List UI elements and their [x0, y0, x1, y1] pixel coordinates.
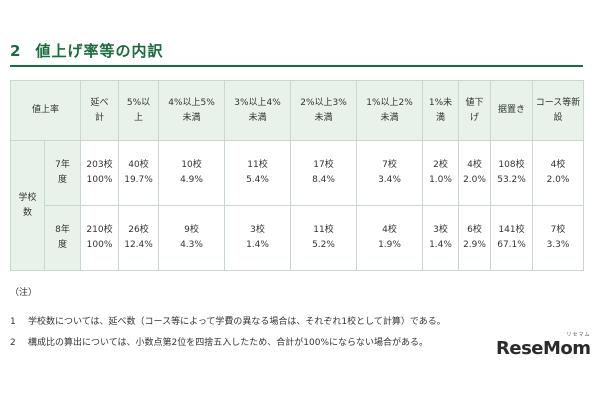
note-item: 2 構成比の算出については、小数点第2位を四捨五入したため、合計が100%にならな… [10, 338, 429, 348]
table-cell: 4校 2.0% [532, 140, 585, 206]
row-group-label: 学校数 [10, 140, 45, 271]
section-title: 値上げ率等の内訳 [35, 42, 164, 60]
logo-kana: リセマム [566, 332, 591, 338]
header-3-4pct: 3%以上4% 未満 [224, 80, 292, 141]
table-cell: 108校 53.2% [490, 140, 534, 206]
table-cell: 26校 12.4% [118, 205, 160, 271]
table-cell: 210校 100% [80, 205, 120, 271]
header-corner: 値上率 [9, 80, 82, 141]
table-cell: 6校 2.9% [458, 205, 492, 271]
table-cell: 9校 4.3% [158, 205, 226, 271]
note-item: 1 学校数については、延べ数（コース等によって学費の異なる場合は、それぞれ1校とし… [10, 317, 446, 327]
rate-breakdown-table: 値上率 延べ計 5%以上 4%以上5% 未満 3%以上4% 未満 2%以上3% 未満 … [9, 80, 585, 271]
heading-rule [10, 65, 583, 67]
section-number: 2 [10, 42, 22, 60]
table-row: 学校数 7年度 203校 100% 40校 19.7% 10校 4.9% 11校 5.4… [10, 140, 585, 271]
year-label: 7年度 [43, 140, 82, 206]
section-heading: 2 値上げ率等の内訳 [10, 40, 163, 61]
table-cell: 40校 19.7% [118, 140, 160, 206]
table-cell: 17校 8.4% [290, 140, 358, 206]
table-cell: 4校 2.0% [458, 140, 492, 206]
logo-text: ReseMom [496, 338, 591, 359]
notes-title: （注） [10, 288, 38, 298]
table-cell: 7校 3.3% [532, 205, 585, 271]
table-row: 8年度 210校 100% 26校 12.4% 9校 4.3% 3校 1.4% 11校 5… [11, 205, 585, 271]
notes: （注） 1 学校数については、延べ数（コース等によって学費の異なる場合は、それぞれ… [10, 285, 446, 356]
header-decrease: 値下げ [458, 80, 492, 141]
header-4-5pct: 4%以上5% 未満 [158, 80, 226, 141]
table-cell: 10校 4.9% [158, 140, 226, 206]
table-cell: 11校 5.2% [290, 205, 358, 271]
header-row: 値上率 延べ計 5%以上 4%以上5% 未満 3%以上4% 未満 2%以上3% 未満 … [9, 80, 585, 141]
header-5pct-plus: 5%以上 [118, 80, 160, 141]
header-under-1pct: 1%未満 [422, 80, 460, 141]
table-cell: 2校 1.0% [422, 140, 460, 206]
header-2-3pct: 2%以上3% 未満 [290, 80, 358, 141]
header-total: 延べ計 [80, 80, 120, 141]
table-cell: 3校 1.4% [422, 205, 460, 271]
resemom-logo: リセマム ReseMom [496, 332, 591, 359]
table-cell: 4校 1.9% [356, 205, 424, 271]
header-new-course: コース等新設 [532, 80, 585, 141]
header-unchanged: 据置き [490, 80, 534, 141]
table-cell: 141校 67.1% [490, 205, 534, 271]
table-cell: 203校 100% [80, 140, 120, 206]
header-1-2pct: 1%以上2% 未満 [356, 80, 424, 141]
table-cell: 11校 5.4% [224, 140, 292, 206]
table-cell: 3校 1.4% [224, 205, 292, 271]
table-cell: 7校 3.4% [356, 140, 424, 206]
year-label: 8年度 [43, 205, 82, 271]
